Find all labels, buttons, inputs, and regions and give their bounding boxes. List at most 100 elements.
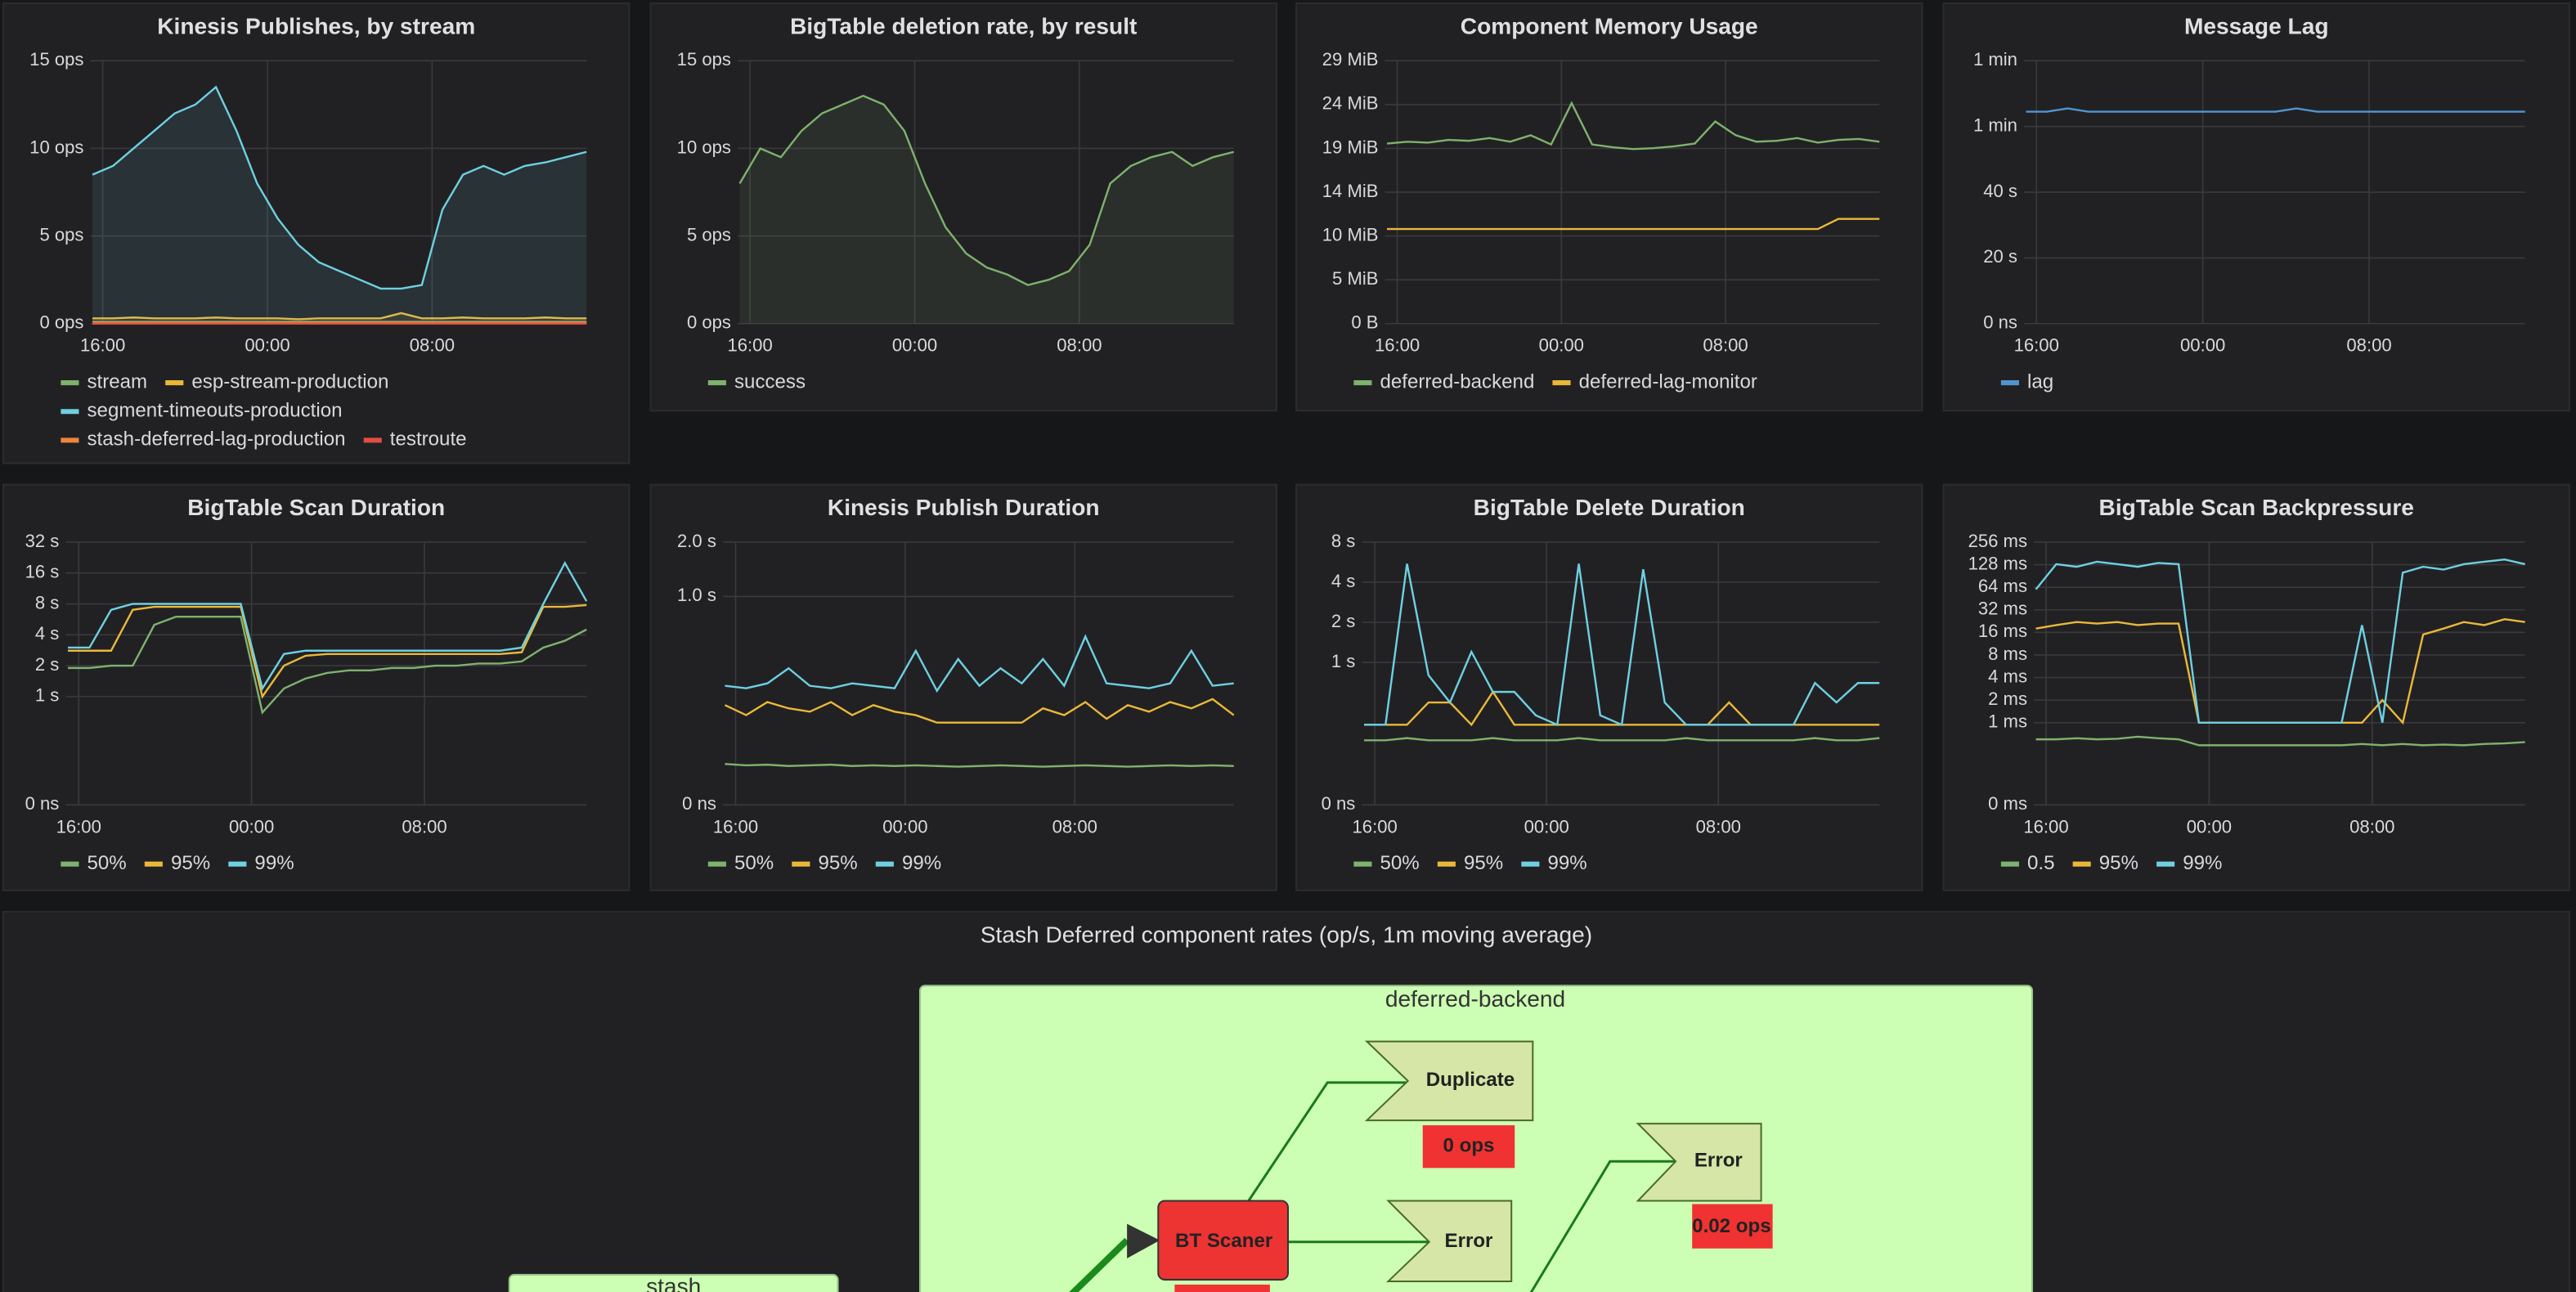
- node: [1364, 1040, 1534, 1122]
- y-tick-label: 4 s: [1331, 571, 1355, 591]
- y-tick-label: 0 ms: [1988, 793, 2027, 814]
- panel-title: Stash Deferred component rates (op/s, 1m…: [981, 922, 1592, 947]
- y-tick-label: 29 MiB: [1322, 49, 1379, 70]
- node-label: Error: [1445, 1230, 1494, 1252]
- legend-label: deferred-lag-monitor: [1579, 370, 1757, 393]
- legend-label: esp-stream-production: [191, 370, 388, 393]
- x-tick-label: 08:00: [2346, 335, 2391, 356]
- x-tick-label: 16:00: [727, 335, 772, 356]
- series-line: [92, 85, 587, 290]
- y-tick-label: 0 ns: [682, 793, 716, 814]
- arrow-head: [1127, 1223, 1160, 1258]
- legend-label: success: [734, 370, 806, 393]
- series-line: [68, 603, 587, 699]
- y-tick-label: 16 ms: [1978, 621, 2027, 641]
- panel: Kinesis Publishes, by stream 0 ops 5 ops 10…: [2, 2, 631, 464]
- x-tick-label: 08:00: [1057, 335, 1102, 356]
- panel: Kinesis Publish Duration 0 ns 1.0 s 2.0 s 16…: [649, 483, 1277, 891]
- x-tick-label: 00:00: [1539, 335, 1584, 356]
- y-tick-label: 0 ops: [687, 312, 731, 333]
- y-tick-label: 2 s: [35, 654, 59, 675]
- x-tick-label: 16:00: [2023, 816, 2068, 837]
- series-area: [739, 96, 1234, 324]
- panel-background: [1295, 483, 1923, 891]
- group-label: deferred-backend: [1385, 986, 1565, 1012]
- panel-background: [1942, 2, 2570, 412]
- x-tick-label: 16:00: [1353, 816, 1398, 837]
- panel: BigTable Scan Backpressure 0 ms 1 ms2 ms 4 …: [1942, 483, 2570, 891]
- panel-background: [1942, 483, 2570, 891]
- edge: [1247, 1081, 1408, 1202]
- y-tick-label: 40 s: [1983, 181, 2017, 201]
- legend-label: 50%: [87, 852, 126, 874]
- panel-title: BigTable Scan Backpressure: [2099, 495, 2414, 520]
- y-tick-label: 16 s: [25, 562, 60, 582]
- legend-label: 95%: [818, 852, 857, 874]
- panel-title: Kinesis Publishes, by stream: [157, 14, 475, 39]
- rate-box: [1174, 1284, 1270, 1292]
- legend-label: testroute: [390, 428, 467, 451]
- y-tick-label: 64 ms: [1978, 576, 2027, 596]
- legend-label: stash-deferred-lag-production: [87, 428, 345, 451]
- legend-label: 50%: [734, 852, 774, 874]
- x-tick-label: 16:00: [2014, 335, 2059, 356]
- node: [1157, 1200, 1290, 1281]
- panel-title: Message Lag: [2184, 14, 2329, 39]
- panel: BigTable Scan Duration 0 ns 1 s 2 s 4 s 8 s 16…: [2, 483, 631, 891]
- y-tick-label: 8 s: [1331, 531, 1355, 551]
- legend-label: 95%: [1464, 852, 1503, 874]
- series-line: [1364, 563, 1880, 727]
- series-line: [68, 615, 587, 715]
- series-line: [2035, 735, 2525, 747]
- legend-label: 95%: [2099, 852, 2138, 874]
- x-tick-label: 08:00: [2349, 816, 2394, 837]
- x-tick-label: 16:00: [1375, 335, 1420, 356]
- series-line: [2035, 559, 2525, 724]
- legend-label: stream: [87, 370, 147, 393]
- x-tick-label: 00:00: [245, 335, 289, 356]
- group-box: [508, 1273, 839, 1292]
- series-line: [725, 698, 1235, 724]
- y-tick-label: 1 ms: [1988, 711, 2027, 732]
- y-tick-label: 14 MiB: [1322, 181, 1379, 201]
- legend-label: deferred-backend: [1380, 370, 1534, 393]
- y-tick-label: 5 ops: [687, 224, 731, 244]
- y-tick-label: 1 min: [1973, 49, 2017, 70]
- panel-background: [649, 483, 1277, 891]
- node: [1636, 1123, 1762, 1202]
- x-tick-label: 16:00: [56, 816, 101, 837]
- series-line: [2026, 107, 2525, 113]
- panel: Component Memory Usage 0 B 5 MiB 10 MiB 14 M…: [1295, 2, 1923, 412]
- y-tick-label: 4 ms: [1988, 666, 2027, 686]
- legend-label: 50%: [1380, 852, 1419, 874]
- y-tick-label: 10 ops: [677, 137, 731, 157]
- series-line: [738, 94, 1235, 286]
- y-tick-label: 5 MiB: [1332, 268, 1378, 289]
- legend-label: lag: [2027, 370, 2053, 393]
- panel: BigTable Delete Duration 0 ns 1 s 2 s 4 s 8 s…: [1295, 483, 1923, 891]
- y-tick-label: 15 ops: [29, 49, 83, 70]
- panel-title: Kinesis Publish Duration: [828, 495, 1100, 520]
- y-tick-label: 5 ops: [39, 224, 83, 244]
- legend-label: 99%: [254, 852, 294, 874]
- y-tick-label: 2 s: [1331, 611, 1355, 631]
- series-line: [1364, 737, 1880, 742]
- panel-title: BigTable Delete Duration: [1474, 495, 1745, 520]
- series-line: [92, 312, 587, 321]
- diagram-panel: Stash Deferred component rates (op/s, 1m…: [2, 910, 2570, 1292]
- legend-label: 99%: [1547, 852, 1586, 874]
- x-tick-label: 08:00: [1696, 816, 1741, 837]
- rate-box: [1422, 1125, 1515, 1169]
- x-tick-label: 00:00: [229, 816, 274, 837]
- x-tick-label: 00:00: [1524, 816, 1569, 837]
- y-tick-label: 15 ops: [677, 49, 731, 70]
- panel-title: BigTable deletion rate, by result: [790, 14, 1138, 39]
- y-tick-label: 4 s: [35, 623, 59, 644]
- panel-background: [2, 483, 631, 891]
- panel-title: BigTable Scan Duration: [187, 495, 445, 520]
- series-line: [1387, 218, 1880, 231]
- y-tick-label: 0 ns: [1983, 312, 2017, 333]
- x-tick-label: 08:00: [1052, 816, 1097, 837]
- y-tick-label: 0 ns: [1322, 793, 1356, 814]
